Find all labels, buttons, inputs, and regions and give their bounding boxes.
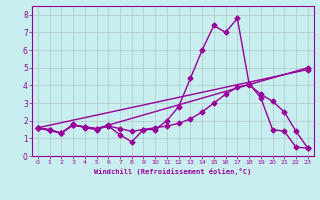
- X-axis label: Windchill (Refroidissement éolien,°C): Windchill (Refroidissement éolien,°C): [94, 168, 252, 175]
